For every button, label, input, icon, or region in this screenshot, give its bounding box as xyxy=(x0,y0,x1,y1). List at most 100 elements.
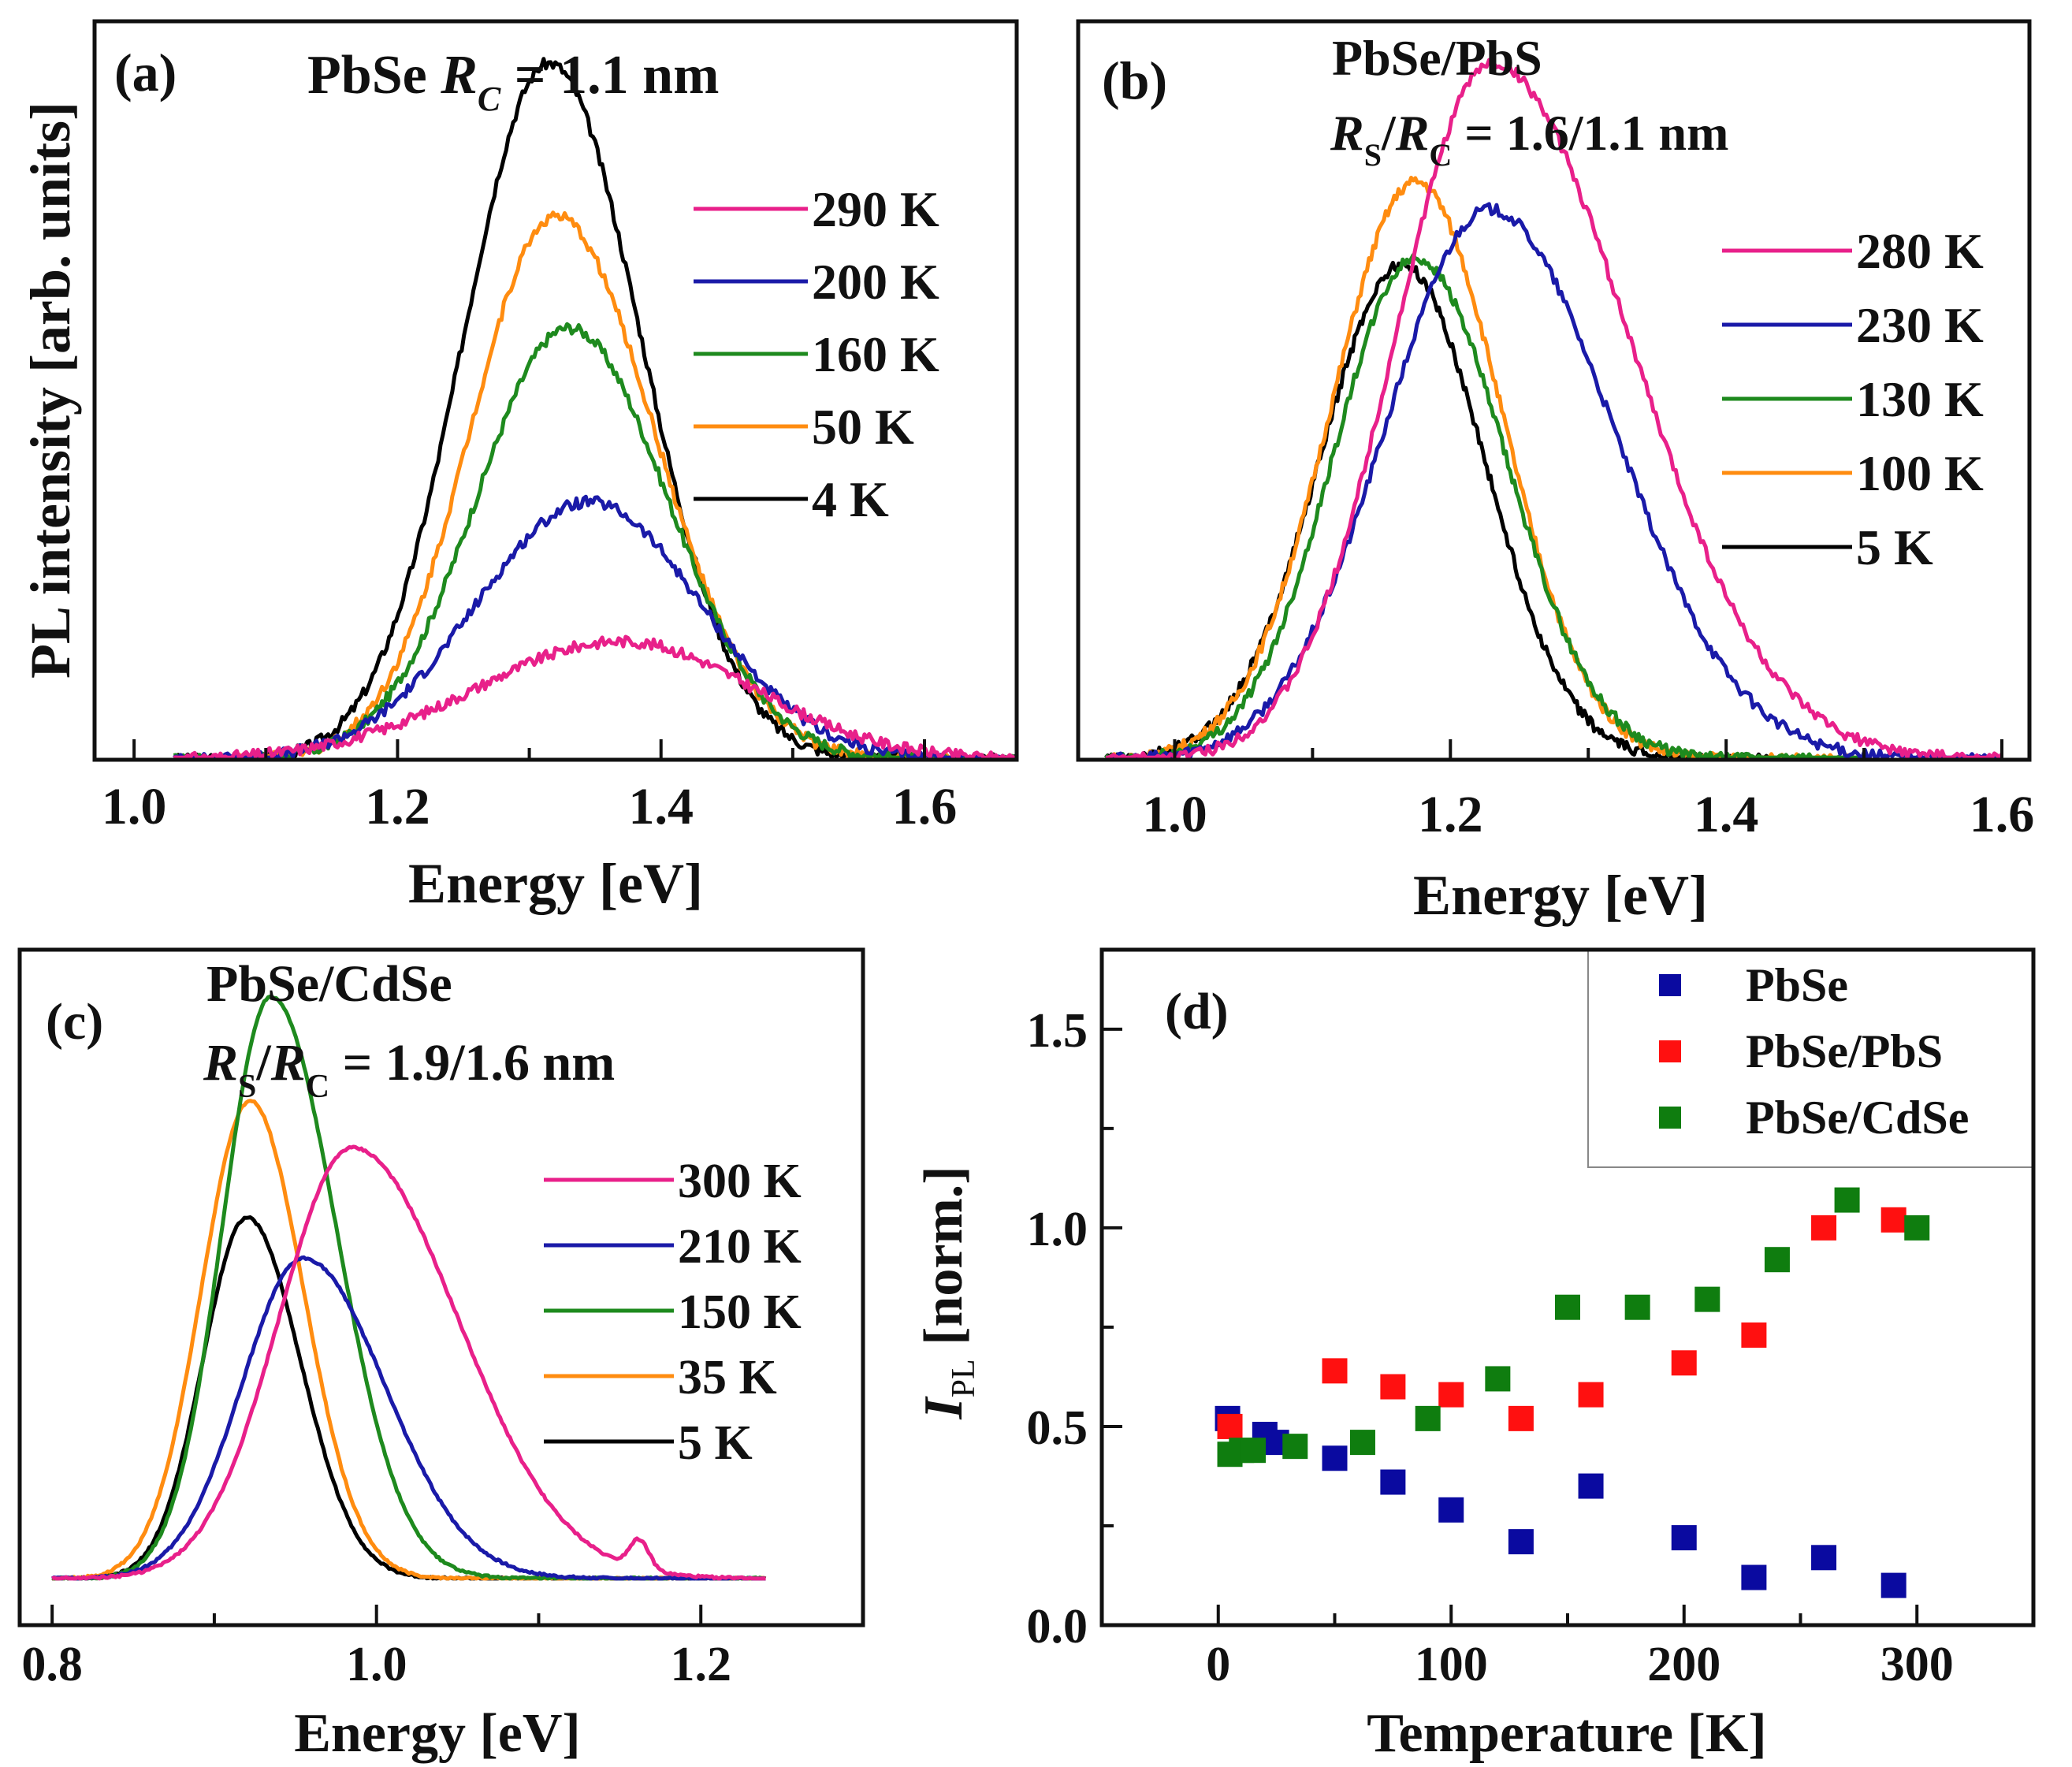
x-tick-label: 1.0 xyxy=(346,1638,407,1691)
series-line-300k xyxy=(51,1144,766,1581)
series-line-100k xyxy=(1105,176,1865,760)
panel-b-title-sub-c: C xyxy=(1429,137,1452,173)
panel-d-x-ticks: 0 100 200 300 xyxy=(1206,1605,1954,1691)
panel-a-title-part: PbSe xyxy=(307,45,441,106)
legend-label: 35 K xyxy=(678,1351,777,1404)
data-point-pbse-cdse xyxy=(1694,1286,1720,1312)
data-point-pbse-pbs xyxy=(1322,1358,1348,1384)
panel-c-legend: 300 K 210 K 150 K 35 K 5 K xyxy=(544,1155,802,1470)
panel-b-x-label: Energy [eV] xyxy=(1413,864,1708,927)
data-point-pbse-pbs xyxy=(1671,1350,1697,1376)
x-tick-label: 1.0 xyxy=(1142,786,1207,843)
data-point-pbse-cdse xyxy=(1834,1187,1860,1213)
x-tick-label: 1.4 xyxy=(1694,786,1759,843)
series-line-210k xyxy=(50,1255,766,1581)
panel-d-y-ticks: 0.0 0.5 1.0 1.5 xyxy=(1027,1004,1122,1654)
panel-c-x-label: Energy [eV] xyxy=(294,1703,581,1764)
legend-marker xyxy=(1659,1107,1681,1129)
x-tick-label: 1.6 xyxy=(892,778,958,835)
series-line-5k xyxy=(52,1215,767,1581)
data-point-pbse xyxy=(1578,1473,1604,1499)
data-point-pbse-cdse xyxy=(1485,1366,1511,1392)
legend-label: 300 K xyxy=(678,1155,802,1208)
data-point-pbse-pbs xyxy=(1880,1207,1906,1233)
x-tick-label: 1.0 xyxy=(102,778,167,835)
series-line-290k xyxy=(173,634,1017,760)
legend-label: 5 K xyxy=(678,1416,753,1470)
legend-label: 280 K xyxy=(1856,223,1984,279)
x-tick-label: 0 xyxy=(1206,1638,1230,1691)
series-line-5k xyxy=(1104,259,1796,760)
panel-c-label: (c) xyxy=(46,993,103,1051)
panel-a-title-r: R xyxy=(440,45,478,106)
panel-b-title-rest: = 1.6/1.1 nm xyxy=(1452,105,1728,161)
legend-label: 100 K xyxy=(1856,445,1984,501)
x-tick-label: 1.4 xyxy=(628,778,694,835)
legend-marker xyxy=(1659,974,1681,996)
panel-c-title-line1: PbSe/CdSe xyxy=(206,955,452,1013)
panel-a-y-label: PL intensity [arb. units] xyxy=(19,102,82,679)
legend-label: 290 K xyxy=(812,181,939,237)
panel-a-title-rest: = 1.1 nm xyxy=(500,45,719,106)
panel-b-title-r2: R xyxy=(1395,105,1430,161)
data-point-pbse-cdse xyxy=(1415,1405,1441,1431)
legend-label: PbSe/PbS xyxy=(1746,1025,1943,1077)
data-point-pbse-cdse xyxy=(1349,1430,1375,1456)
legend-label: 5 K xyxy=(1856,519,1933,575)
x-tick-label: 1.2 xyxy=(1418,786,1483,843)
y-tick-label: 1.0 xyxy=(1027,1203,1088,1256)
data-point-pbse-cdse xyxy=(1555,1294,1580,1320)
panel-d-y-label: IPL [norm.] xyxy=(913,1166,982,1419)
panel-b-title-slash: / xyxy=(1381,105,1397,161)
data-point-pbse-pbs xyxy=(1811,1215,1837,1241)
series-line-280k xyxy=(1106,58,2004,760)
panel-a-x-ticks: 1.0 1.2 1.4 1.6 xyxy=(102,739,957,835)
legend-label: 230 K xyxy=(1856,297,1984,353)
data-point-pbse-pbs xyxy=(1578,1382,1604,1408)
panel-d-y-label-sub: PL xyxy=(946,1359,982,1397)
data-point-pbse-cdse xyxy=(1904,1215,1930,1241)
panel-c-title-r: R xyxy=(203,1034,238,1092)
legend-label: 4 K xyxy=(812,471,889,527)
x-tick-label: 100 xyxy=(1415,1638,1488,1691)
data-point-pbse xyxy=(1380,1469,1406,1495)
x-tick-label: 0.8 xyxy=(21,1638,83,1691)
data-point-pbse-cdse xyxy=(1624,1294,1650,1320)
panel-b-x-ticks: 1.0 1.2 1.4 1.6 xyxy=(1142,739,2034,843)
panel-d-points xyxy=(1215,1187,1930,1598)
panel-b-frame xyxy=(1076,19,2032,762)
y-tick-label: 0.0 xyxy=(1027,1600,1088,1654)
data-point-pbse-cdse xyxy=(1764,1247,1790,1273)
panel-c-title-r2: R xyxy=(270,1034,306,1092)
panel-c: 0.8 1.0 1.2 (c) PbSe/CdSe RS/RC = 1.9/1.6 … xyxy=(17,947,865,1764)
panel-d-legend: PbSe PbSe/PbS PbSe/CdSe xyxy=(1659,959,1969,1144)
panel-c-title-rest: = 1.9/1.6 nm xyxy=(329,1034,615,1092)
panel-c-curves xyxy=(50,994,767,1581)
data-point-pbse xyxy=(1508,1529,1534,1555)
legend-marker xyxy=(1659,1040,1681,1062)
panel-a: 1.0 1.2 1.4 1.6 (a) PbSe RC = 1.1 nm 290 K2… xyxy=(19,19,1019,915)
panel-c-title-sub-s: S xyxy=(238,1069,256,1105)
panel-b-title-sub-s: S xyxy=(1364,137,1382,173)
series-line-200k xyxy=(173,494,1017,760)
legend-label: 210 K xyxy=(678,1220,802,1274)
x-tick-label: 300 xyxy=(1880,1638,1954,1691)
panel-c-x-ticks: 0.8 1.0 1.2 xyxy=(21,1605,731,1691)
legend-label: 130 K xyxy=(1856,371,1984,427)
x-tick-label: 1.6 xyxy=(1970,786,2035,843)
data-point-pbse-pbs xyxy=(1438,1382,1464,1408)
panel-a-label: (a) xyxy=(114,43,177,102)
panel-a-title: PbSe RC = 1.1 nm xyxy=(307,45,719,118)
legend-label: 160 K xyxy=(812,326,939,382)
panel-b: 1.0 1.2 1.4 1.6 (b) PbSe/PbS RS/RC = 1.6/1.… xyxy=(1076,19,2034,927)
legend-label: 150 K xyxy=(678,1285,802,1339)
panel-a-x-label: Energy [eV] xyxy=(408,852,703,915)
legend-label: 200 K xyxy=(812,254,939,310)
panel-b-legend: 280 K 230 K 130 K 100 K 5 K xyxy=(1722,223,1984,575)
panel-c-title-slash: / xyxy=(255,1034,272,1092)
series-line-130k xyxy=(1104,253,1866,760)
data-point-pbse xyxy=(1671,1525,1697,1551)
panel-d-x-label: Temperature [K] xyxy=(1367,1703,1766,1764)
data-point-pbse-cdse xyxy=(1241,1438,1267,1464)
x-tick-label: 1.2 xyxy=(670,1638,731,1691)
